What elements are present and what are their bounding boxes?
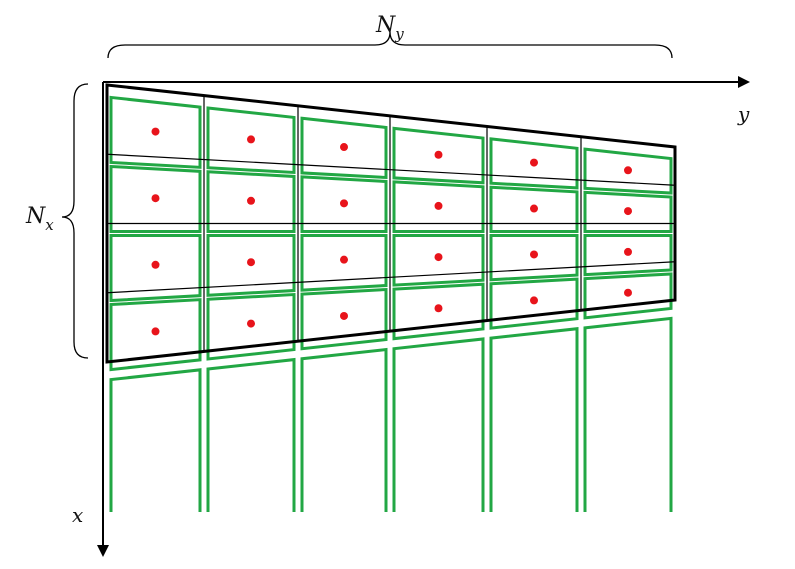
center-dot (434, 201, 443, 210)
green-cell (206, 234, 296, 297)
green-cell (583, 147, 673, 195)
green-cell (206, 170, 296, 233)
green-column-extensions (109, 316, 673, 512)
center-dot (624, 166, 632, 175)
center-dot (434, 304, 443, 313)
center-dot (151, 194, 160, 203)
green-column-leg (300, 347, 388, 512)
center-dot (151, 327, 160, 336)
center-dot (624, 247, 632, 256)
center-dot (151, 260, 160, 269)
green-cell (489, 185, 579, 233)
center-dot (530, 204, 538, 213)
green-cell (109, 298, 202, 372)
center-dot (530, 158, 538, 167)
green-cell (392, 234, 485, 287)
green-cell (583, 234, 673, 277)
green-cell (109, 95, 202, 169)
green-column-leg (392, 337, 485, 512)
cell-center-points (151, 127, 632, 336)
center-dot (340, 255, 348, 264)
center-dot (530, 296, 538, 305)
green-cell (583, 190, 673, 233)
green-column-leg (583, 316, 673, 512)
row-divider-line (106, 261, 676, 294)
center-dot (340, 199, 348, 208)
green-cell (489, 277, 579, 330)
green-column-leg (109, 368, 202, 512)
ny-label: Ny (375, 13, 404, 43)
nx-label: Nx (25, 204, 54, 234)
green-column-leg (206, 357, 296, 512)
green-cell (109, 234, 202, 303)
center-dot (530, 250, 538, 259)
green-cell (206, 106, 296, 175)
center-dot (247, 135, 255, 144)
nx-brace (61, 83, 89, 359)
green-column-leg (489, 327, 579, 512)
domain-outline (105, 83, 677, 364)
center-dot (434, 150, 443, 159)
green-cell-outlines (109, 95, 673, 372)
ny-brace (107, 31, 673, 59)
center-dot (624, 288, 632, 297)
green-cell (583, 272, 673, 320)
center-dot (151, 127, 160, 136)
green-cell (489, 137, 579, 190)
internal-grid-lines (106, 95, 676, 352)
green-cell (300, 234, 388, 292)
green-cell (300, 287, 388, 351)
y-axis-label: y (737, 102, 750, 126)
center-dot (340, 143, 348, 152)
green-cell (300, 175, 388, 233)
green-cell (109, 164, 202, 233)
green-cell (300, 116, 388, 180)
green-cell (392, 180, 485, 233)
green-cell (392, 282, 485, 341)
green-cell (489, 234, 579, 282)
center-dot (340, 311, 348, 320)
center-dot (247, 258, 255, 267)
x-axis-label: x (72, 503, 83, 527)
green-cell (206, 292, 296, 361)
center-dot (247, 196, 255, 205)
center-dot (247, 319, 255, 328)
row-divider-line (106, 153, 676, 186)
green-cell (392, 126, 485, 185)
center-dot (624, 207, 632, 216)
center-dot (434, 253, 443, 262)
